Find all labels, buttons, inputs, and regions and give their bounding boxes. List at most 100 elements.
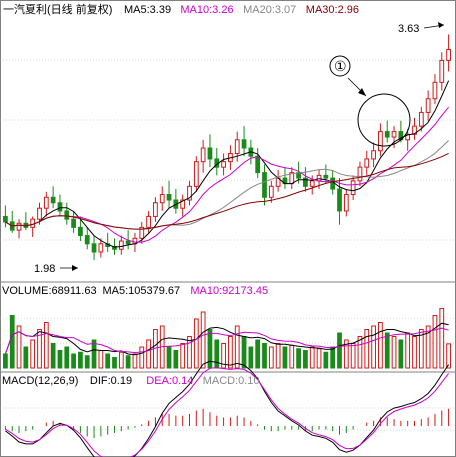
- circle-marker-ring: [329, 55, 351, 77]
- candle-body: [3, 215, 8, 223]
- volume-bar: [412, 336, 417, 369]
- volume-bar: [255, 339, 261, 369]
- volume-bar: [425, 325, 431, 369]
- candle-body: [64, 210, 70, 220]
- volume-bar: [296, 348, 301, 369]
- candle-body: [50, 196, 56, 204]
- volume-bar: [262, 343, 267, 369]
- price-title: 一汽夏利(日线 前复权): [3, 2, 112, 16]
- candle-body: [378, 131, 383, 152]
- legend-item: MA30:2.96: [306, 4, 359, 16]
- candle-body: [446, 48, 451, 61]
- candle-body: [43, 196, 49, 209]
- candle-body: [57, 202, 63, 212]
- volume-bar: [98, 350, 104, 369]
- candle-body: [16, 222, 22, 231]
- legend-item: MA10:3.26: [180, 4, 233, 16]
- volume-bar: [364, 329, 370, 369]
- candle-body: [91, 243, 97, 253]
- volume-bar: [446, 343, 451, 369]
- marker-arrow-head: [358, 88, 366, 96]
- volume-bar: [30, 339, 36, 369]
- legend-item: DIF:0.19: [90, 375, 132, 387]
- volume-bar: [391, 336, 397, 369]
- candle-body: [323, 174, 329, 179]
- volume-bar: [432, 315, 438, 369]
- ma10-line: [5, 106, 449, 243]
- candle-body: [425, 98, 431, 113]
- volume-bar: [64, 346, 70, 369]
- candle-body: [330, 177, 336, 190]
- legend-item: MA5:105379.67: [103, 285, 181, 297]
- annotations: 3.63 1.98 ①: [34, 22, 445, 275]
- volume-bar: [187, 336, 192, 369]
- candle-body: [439, 59, 445, 83]
- volume-bar: [384, 332, 390, 369]
- volume-bar: [418, 329, 424, 369]
- volume-bar: [16, 325, 22, 369]
- candle-body: [234, 139, 240, 154]
- volume-bar: [316, 348, 322, 369]
- candle-body: [37, 207, 42, 220]
- volume-bar: [132, 353, 138, 369]
- ma30-line: [5, 152, 449, 230]
- volume-ma5-line: [4, 322, 449, 356]
- volume-bar: [228, 336, 233, 369]
- volume-bar: [405, 332, 411, 369]
- dif-line: [5, 360, 450, 457]
- candle-body: [166, 194, 172, 201]
- low-price-label: 1.98: [34, 263, 55, 275]
- candle-body: [412, 125, 417, 135]
- low-arrow-head: [72, 265, 78, 271]
- legend-item: MACD(12,26,9): [2, 375, 78, 387]
- volume-bar: [112, 357, 117, 369]
- volume-bar: [166, 346, 172, 369]
- high-arrow-head: [438, 22, 444, 28]
- candle-body: [316, 174, 322, 182]
- grid-lines: [0, 59, 456, 431]
- volume-bar: [350, 343, 356, 369]
- macd-panel: [4, 360, 450, 457]
- candle-body: [153, 202, 158, 217]
- candle-body: [405, 133, 411, 141]
- candle-body: [71, 218, 76, 228]
- highlight-ellipse: [357, 93, 411, 147]
- volume-bar: [268, 346, 274, 369]
- volume-bar: [105, 353, 111, 369]
- candle-body: [125, 240, 131, 245]
- candle-body: [207, 147, 213, 160]
- volume-bar: [78, 351, 83, 369]
- candle-body: [371, 150, 376, 160]
- candle-body: [241, 139, 247, 149]
- candle-body: [432, 81, 438, 100]
- candle-body: [364, 158, 370, 168]
- volume-bar: [323, 351, 329, 369]
- volume-bar: [282, 346, 288, 369]
- volume-bar: [371, 325, 376, 369]
- candle-body: [309, 180, 315, 187]
- candle-body: [384, 131, 390, 138]
- volume-bar: [71, 353, 76, 369]
- candle-body: [200, 147, 206, 163]
- legend-item: VOLUME:68911.63: [2, 285, 97, 297]
- candle-body: [30, 218, 36, 228]
- volume-bar: [9, 315, 15, 369]
- volume-bar: [43, 322, 49, 369]
- legend-item: DEA:0.14: [146, 375, 193, 387]
- volume-bar: [309, 346, 315, 369]
- volume-bar: [289, 344, 295, 369]
- candle-body: [84, 235, 90, 245]
- volume-bar: [337, 332, 342, 369]
- volume-panel: [3, 308, 451, 369]
- volume-bar: [234, 325, 240, 369]
- volume-bar: [118, 351, 124, 369]
- candle-body: [262, 172, 267, 198]
- candle-body: [343, 194, 349, 212]
- candle-body: [221, 161, 226, 168]
- candle-body: [139, 226, 145, 239]
- volume-bar: [139, 346, 145, 369]
- volume-bar: [200, 311, 206, 369]
- volume-bar: [398, 339, 404, 369]
- volume-bar: [221, 343, 226, 369]
